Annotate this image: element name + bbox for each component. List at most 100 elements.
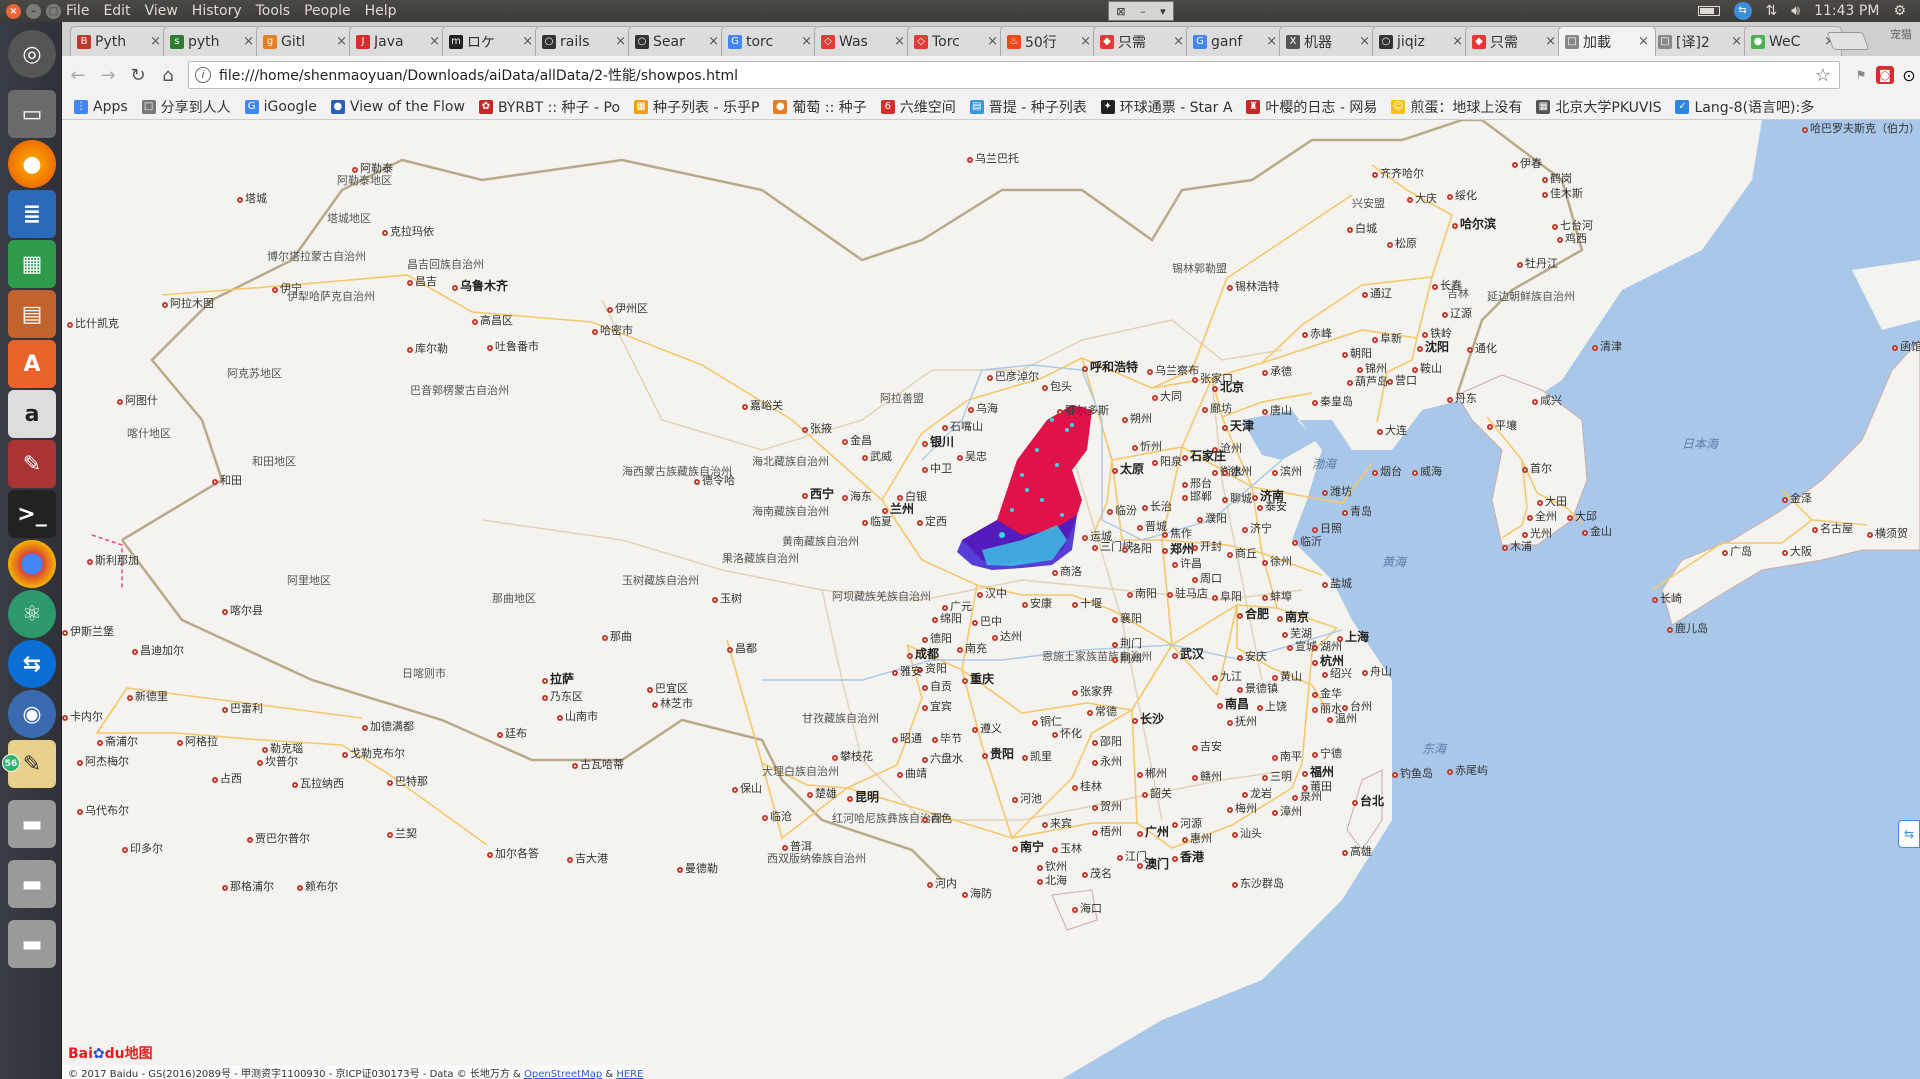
gear-icon[interactable]: ⚙ [1893, 3, 1906, 19]
impress-icon[interactable]: ▤ [8, 290, 56, 338]
tab-close-icon[interactable]: × [1173, 34, 1184, 49]
browser-tab[interactable]: ♨ 50行 × [1000, 26, 1098, 56]
tab-close-icon[interactable]: × [987, 34, 998, 49]
browser-tab[interactable]: J Java × [349, 26, 447, 56]
tab-close-icon[interactable]: × [1545, 34, 1556, 49]
back-arrow-icon[interactable]: ← [70, 64, 86, 86]
extension-red-icon[interactable]: ◙ [1876, 66, 1894, 84]
browser-tab[interactable]: ◆ 只需 × [1093, 26, 1191, 56]
menu-people[interactable]: People [304, 3, 351, 19]
address-bar[interactable]: i file:///home/shenmaoyuan/Downloads/aiD… [188, 61, 1840, 89]
browser-tab[interactable]: □ [译]2 × [1651, 26, 1749, 56]
browser-tab[interactable]: ○ jiqiz × [1372, 26, 1470, 56]
tab-close-icon[interactable]: × [1452, 34, 1463, 49]
browser-tab[interactable]: ◇ Torc × [907, 26, 1005, 56]
tab-close-icon[interactable]: × [801, 34, 812, 49]
settings-tools-icon[interactable]: ✎ [8, 440, 56, 488]
atom-icon[interactable]: ⚛ [8, 590, 56, 638]
bookmark-item[interactable]: ✓ Lang-8(语言吧):多 [1675, 97, 1814, 117]
tab-close-icon[interactable]: × [243, 34, 254, 49]
browser-tab[interactable]: ◆ 只需 × [1465, 26, 1563, 56]
tab-close-icon[interactable]: × [150, 34, 161, 49]
writer-icon[interactable]: ≣ [8, 190, 56, 238]
chat-app-icon[interactable]: ◉ [8, 690, 56, 738]
clock[interactable]: 11:43 PM [1814, 3, 1880, 19]
maximize-window-icon[interactable]: □ [46, 3, 61, 19]
tab-close-icon[interactable]: × [429, 34, 440, 49]
tab-close-icon[interactable]: × [1080, 34, 1091, 49]
extension-puzzle-icon[interactable]: ⚑ [1855, 68, 1867, 82]
browser-tab[interactable]: g Gitl × [256, 26, 354, 56]
close-window-icon[interactable]: × [6, 3, 21, 19]
bookmark-item[interactable]: 6 六维空间 [880, 97, 956, 117]
tab-close-icon[interactable]: × [1359, 34, 1370, 49]
browser-tab[interactable]: s pyth × [163, 26, 261, 56]
drive-icon[interactable]: ▬ [8, 920, 56, 968]
menu-history[interactable]: History [191, 3, 242, 19]
browser-tab[interactable]: ○ rails × [535, 26, 633, 56]
menu-tools[interactable]: Tools [255, 3, 291, 19]
extension-circle-icon[interactable]: ⊙ [1902, 65, 1916, 85]
text-editor-icon[interactable]: ✎ 56 [2, 740, 56, 788]
ubuntu-dash-icon[interactable]: ◎ [8, 30, 56, 78]
menu-file[interactable]: File [66, 3, 90, 19]
network-icon[interactable]: ⇅ [1765, 3, 1778, 19]
new-tab-button[interactable] [1826, 32, 1870, 50]
menu-help[interactable]: Help [364, 3, 397, 19]
tab-close-icon[interactable]: × [894, 34, 905, 49]
menu-edit[interactable]: Edit [103, 3, 131, 19]
bookmark-item[interactable]: ▤ 晋提 - 种子列表 [969, 97, 1087, 117]
bookmark-item[interactable]: ✦ 环球通票 - Star A [1100, 97, 1232, 117]
tab-close-icon[interactable]: × [1638, 34, 1649, 49]
minimize-window-icon[interactable]: – [26, 3, 41, 19]
files-icon[interactable]: ▭ [8, 90, 56, 138]
tab-close-icon[interactable]: × [1266, 34, 1277, 49]
battery-icon[interactable] [1697, 6, 1720, 16]
browser-tab[interactable]: ○ Sear × [628, 26, 726, 56]
bookmark-item[interactable]: ▦ 北京大学PKUVIS [1536, 97, 1661, 117]
browser-tab[interactable]: X 机器 × [1279, 26, 1377, 56]
bookmark-item[interactable]: □ 分享到人人 [141, 97, 231, 117]
floating-mini-window[interactable]: ⊠ – ▾ [1108, 1, 1174, 21]
teamviewer-tray-icon[interactable]: ⇆ [1733, 2, 1752, 20]
teamviewer-icon[interactable]: ⇆ [8, 640, 56, 688]
bookmark-item[interactable]: ● 葡萄 :: 种子 [773, 97, 867, 117]
firefox-icon[interactable]: ● [8, 140, 56, 188]
baidu-logo[interactable]: Bai✿du地图 [68, 1046, 153, 1062]
bookmark-item[interactable]: ⋮ Apps [74, 99, 128, 115]
feedback-tab-icon[interactable]: ⇆ [1898, 820, 1920, 848]
browser-tab[interactable]: ●WeC× [1744, 26, 1842, 56]
info-icon[interactable]: i [195, 67, 211, 83]
forward-arrow-icon[interactable]: → [100, 64, 116, 86]
browser-tab[interactable]: B Pyth × [70, 26, 168, 56]
openstreetmap-link[interactable]: OpenStreetMap [523, 1069, 603, 1079]
bookmark-item[interactable]: ▦ 种子列表 - 乐乎P [634, 97, 759, 117]
browser-tab[interactable]: □ 加載 × [1558, 26, 1656, 56]
reload-icon[interactable]: ↻ [130, 64, 146, 86]
bookmark-item[interactable]: ● View of the Flow [330, 99, 465, 115]
profile-name[interactable]: 宠猫 [1890, 28, 1912, 41]
browser-tab[interactable]: m ロケ × [442, 26, 540, 56]
software-center-icon[interactable]: A [8, 340, 56, 388]
volume-icon[interactable]: 🔊︎ [1791, 3, 1801, 19]
mini-window-dropdown-icon[interactable]: ▾ [1160, 4, 1166, 18]
drive-icon[interactable]: ▬ [8, 800, 56, 848]
browser-tab[interactable]: ◇ Was × [814, 26, 912, 56]
calc-icon[interactable]: ▦ [8, 240, 56, 288]
menu-view[interactable]: View [144, 3, 178, 19]
tab-close-icon[interactable]: × [522, 34, 533, 49]
bookmark-star-icon[interactable]: ☆ [1814, 64, 1831, 86]
tab-close-icon[interactable]: × [336, 34, 347, 49]
drive-icon[interactable]: ▬ [8, 860, 56, 908]
bookmark-item[interactable]: ♜ 叶樱的日志 - 网易 [1246, 97, 1377, 117]
terminal-icon[interactable]: >_ [8, 490, 56, 538]
bookmark-item[interactable]: ✿ BYRBT :: 种子 - Po [478, 97, 620, 117]
mini-window-minimize-icon[interactable]: – [1140, 4, 1146, 18]
home-icon[interactable]: ⌂ [162, 64, 174, 86]
tab-close-icon[interactable]: × [708, 34, 719, 49]
amazon-icon[interactable]: a [8, 390, 56, 438]
tab-close-icon[interactable]: × [615, 34, 626, 49]
